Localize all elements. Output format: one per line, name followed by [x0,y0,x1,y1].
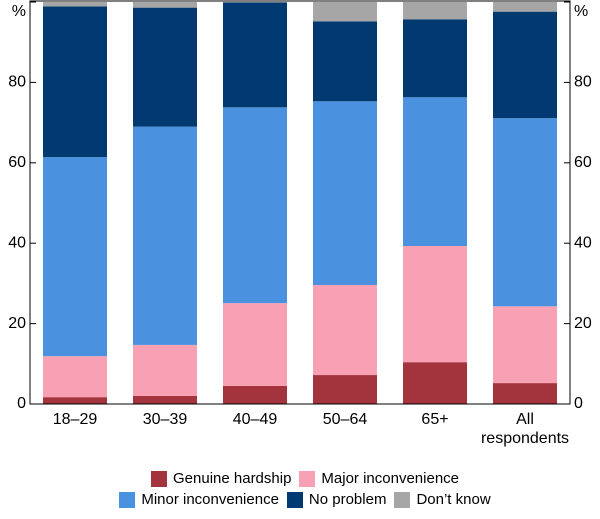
bar-segment [313,285,377,376]
y-tick-label: 60 [8,154,26,171]
y-tick-label: 0 [574,395,583,412]
bar-segment [403,2,467,20]
legend-label: Major inconvenience [321,470,459,487]
y-tick-label: 80 [574,74,592,91]
bar-segment [493,11,557,119]
bar-segment [493,306,557,384]
x-tick-label: 50–64 [322,411,368,428]
bar-segment [43,397,107,404]
bar-segment [313,101,377,286]
y-tick-label: % [574,3,588,20]
legend-swatch [119,491,136,508]
y-tick-label: 20 [8,315,26,332]
x-tick-label: 40–49 [232,411,278,428]
bar-segment [133,126,197,345]
x-tick-label: 18–29 [52,411,98,428]
legend-swatch [394,491,411,508]
legend-item: Major inconvenience [299,470,459,487]
bar-segment [223,2,287,108]
y-tick-label: 40 [574,234,592,251]
plot-frame [29,0,571,405]
bar-segment [313,21,377,102]
x-tick-label: 65+ [421,411,449,428]
legend-swatch [286,491,303,508]
bar-segment [223,385,287,404]
legend-item: Genuine hardship [151,470,291,487]
y-tick-label: 20 [574,315,592,332]
bar-segment [493,118,557,307]
bar-segment [43,157,107,357]
bar-segment [43,6,107,158]
bar-segment [133,2,197,8]
plot: 0 0 20 20 40 40 60 60 80 80%% [8,0,592,412]
bar-segment [43,2,107,7]
x-tick-label: All respondents [480,411,570,447]
bar-segment [403,246,467,363]
bar-segment [133,395,197,404]
legend-label: Don’t know [416,491,491,508]
y-tick-label: 40 [8,234,26,251]
bar-segment [133,7,197,127]
bar-segment [403,97,467,247]
bar-segment [313,2,377,22]
legend-swatch [299,470,316,487]
y-tick-label: % [12,3,26,20]
bar-segment [313,375,377,404]
legend-swatch [151,470,167,487]
y-tick-label: 60 [574,154,592,171]
legend-item: Don’t know [394,491,491,508]
bar-segment [403,19,467,98]
bar-segment [43,356,107,398]
bar-segment [223,107,287,304]
y-tick-label: 80 [8,74,26,91]
legend-label: No problem [308,491,387,508]
bar-segment [493,2,557,12]
x-tick-label: 30–39 [142,411,188,428]
bar-segment [403,362,467,404]
bar-segment [493,383,557,404]
legend-label: Minor inconvenience [141,491,279,508]
legend-item: Minor inconvenience [119,491,279,508]
legend-label: Genuine hardship [173,470,292,487]
legend-item: No problem [286,491,387,508]
legend: Genuine hardship Major inconvenience Minor… [95,470,515,508]
bar-segment [133,344,197,396]
bar-segment [223,303,287,386]
y-tick-label: 0 [17,395,26,412]
